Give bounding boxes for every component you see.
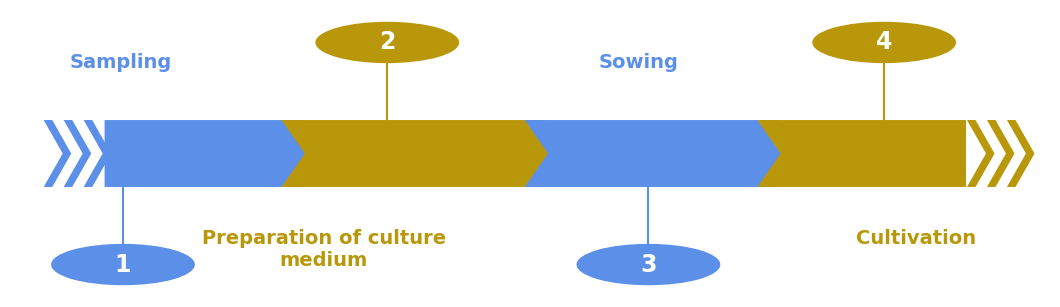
Polygon shape: [43, 120, 71, 187]
Text: 1: 1: [114, 253, 131, 277]
Text: Preparation of culture
medium: Preparation of culture medium: [201, 229, 446, 270]
Text: 4: 4: [876, 30, 893, 54]
Text: Cultivation: Cultivation: [855, 229, 976, 248]
Text: 3: 3: [640, 253, 656, 277]
Polygon shape: [84, 120, 111, 187]
Circle shape: [812, 22, 956, 63]
Text: Sampling: Sampling: [70, 53, 173, 72]
Polygon shape: [757, 120, 966, 187]
Polygon shape: [987, 120, 1014, 187]
Polygon shape: [105, 120, 326, 187]
Polygon shape: [967, 120, 994, 187]
Circle shape: [316, 22, 459, 63]
Circle shape: [577, 244, 721, 285]
Polygon shape: [1007, 120, 1035, 187]
Polygon shape: [525, 120, 801, 187]
Polygon shape: [64, 120, 91, 187]
Text: 2: 2: [379, 30, 395, 54]
Text: Sowing: Sowing: [599, 53, 678, 72]
Polygon shape: [282, 120, 569, 187]
Circle shape: [51, 244, 195, 285]
